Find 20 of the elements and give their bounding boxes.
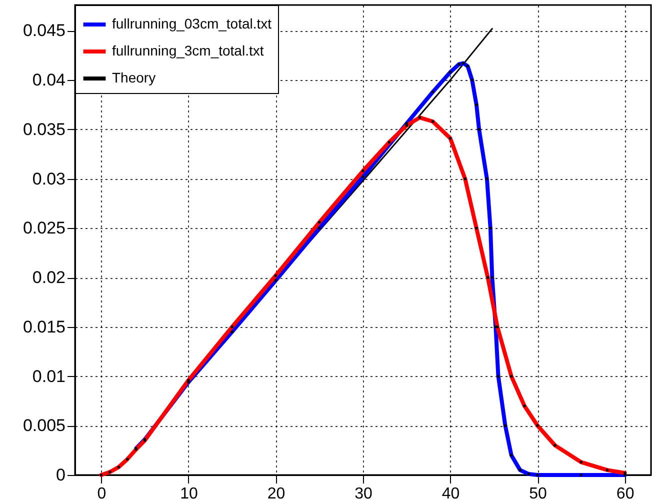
- y-tick-label: 0.035: [22, 120, 66, 139]
- y-tick-label: 0.01: [32, 366, 66, 386]
- x-tick-label: 0: [97, 486, 106, 502]
- x-tick-label: 60: [616, 486, 634, 502]
- y-tick-label: 0.045: [22, 21, 66, 40]
- x-tick-label: 20: [267, 486, 286, 502]
- y-tick-label: 0: [56, 466, 66, 484]
- legend-label: fullrunning_03cm_total.txt: [112, 16, 272, 32]
- y-tick-label: 0.03: [32, 169, 66, 188]
- legend-label: Theory: [112, 70, 156, 86]
- legend-label: fullrunning_3cm_total.txt: [112, 42, 264, 58]
- x-tick-label: 30: [354, 486, 372, 502]
- y-tick-label: 0.02: [32, 268, 66, 288]
- y-tick-label: 0.005: [22, 416, 66, 436]
- y-tick-label: 0.015: [22, 317, 66, 336]
- x-tick-label: 40: [442, 486, 460, 502]
- y-tick-label: 0.04: [32, 70, 66, 90]
- y-tick-label: 0.025: [22, 218, 66, 238]
- x-tick-label: 10: [180, 486, 198, 502]
- x-tick-label: 50: [529, 486, 548, 502]
